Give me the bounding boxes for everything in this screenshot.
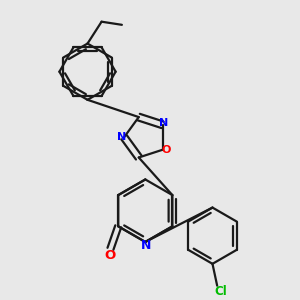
Text: N: N <box>159 118 169 128</box>
Text: O: O <box>104 249 116 262</box>
Text: N: N <box>141 238 151 252</box>
Text: N: N <box>117 132 126 142</box>
Text: Cl: Cl <box>214 285 227 298</box>
Text: O: O <box>162 145 171 155</box>
